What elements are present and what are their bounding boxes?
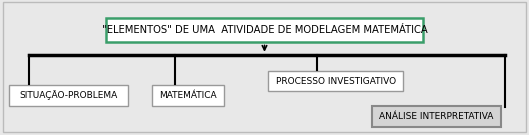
FancyBboxPatch shape <box>269 70 404 92</box>
FancyBboxPatch shape <box>10 85 128 106</box>
Text: MATEMÁTICA: MATEMÁTICA <box>159 91 216 100</box>
Text: PROCESSO INVESTIGATIVO: PROCESSO INVESTIGATIVO <box>276 77 396 85</box>
Text: "ELEMENTOS" DE UMA  ATIVIDADE DE MODELAGEM MATEMÁTICA: "ELEMENTOS" DE UMA ATIVIDADE DE MODELAGE… <box>102 25 427 35</box>
FancyBboxPatch shape <box>152 85 223 106</box>
FancyBboxPatch shape <box>106 18 423 42</box>
FancyBboxPatch shape <box>3 2 526 132</box>
Text: SITUAÇÃO-PROBLEMA: SITUAÇÃO-PROBLEMA <box>20 90 118 100</box>
FancyBboxPatch shape <box>371 106 501 127</box>
Text: ANÁLISE INTERPRETATIVA: ANÁLISE INTERPRETATIVA <box>379 112 494 121</box>
